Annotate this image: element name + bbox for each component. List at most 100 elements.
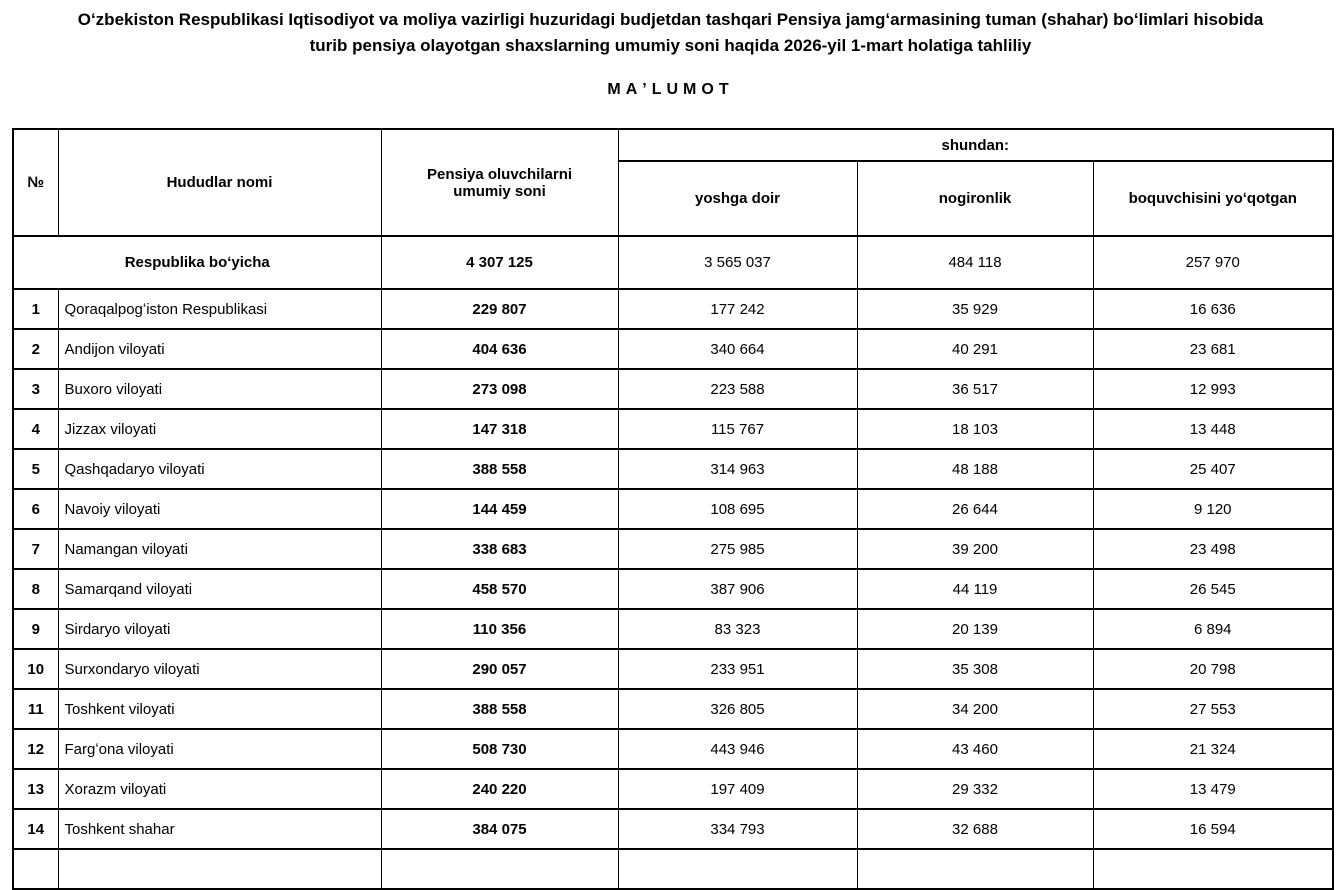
table-row: 10 Surxondaryo viloyati 290 057 233 951 … <box>12 648 1334 690</box>
table-row: 4 Jizzax viloyati 147 318 115 767 18 103… <box>12 408 1334 450</box>
row-number: 12 <box>12 728 59 770</box>
row-disability-pension: 35 308 <box>856 648 1094 690</box>
table-row: 6 Navoiy viloyati 144 459 108 695 26 644… <box>12 488 1334 530</box>
row-disability-pension: 39 200 <box>856 528 1094 570</box>
row-total-pensioners: 388 558 <box>380 688 619 730</box>
row-age-pension: 233 951 <box>617 648 858 690</box>
row-region-name: Sirdaryo viloyati <box>57 608 382 650</box>
row-age-pension: 177 242 <box>617 288 858 330</box>
row-breadwinner-pension: 9 120 <box>1092 488 1334 530</box>
row-age-pension: 108 695 <box>617 488 858 530</box>
row-disability-pension: 20 139 <box>856 608 1094 650</box>
row-region-name: Qoraqalpogʻiston Respublikasi <box>57 288 382 330</box>
row-region-name: Jizzax viloyati <box>57 408 382 450</box>
column-header-shundan: shundan: <box>617 128 1334 162</box>
table-row: 8 Samarqand viloyati 458 570 387 906 44 … <box>12 568 1334 610</box>
document-subtitle: MAʼLUMOT <box>607 81 734 98</box>
row-breadwinner-pension: 23 498 <box>1092 528 1334 570</box>
row-number: 8 <box>12 568 59 610</box>
summary-section: Respublika boʻyicha 4 307 125 3 565 037 … <box>12 235 1334 290</box>
table-row: 14 Toshkent shahar 384 075 334 793 32 68… <box>12 808 1334 850</box>
row-region-name: Xorazm viloyati <box>57 768 382 810</box>
row-total-pensioners: 458 570 <box>380 568 619 610</box>
row-region-name: Toshkent shahar <box>57 808 382 850</box>
region-rows: 1 Qoraqalpogʻiston Respublikasi 229 807 … <box>12 288 1334 850</box>
pension-data-table: № Hududlar nomi Pensiya oluvchilarni umu… <box>12 128 1334 890</box>
row-number: 14 <box>12 808 59 850</box>
row-region-name: Toshkent viloyati <box>57 688 382 730</box>
row-age-pension: 334 793 <box>617 808 858 850</box>
row-age-pension: 83 323 <box>617 608 858 650</box>
row-breadwinner-pension: 20 798 <box>1092 648 1334 690</box>
row-disability-pension: 40 291 <box>856 328 1094 370</box>
row-breadwinner-pension: 23 681 <box>1092 328 1334 370</box>
table-row: 2 Andijon viloyati 404 636 340 664 40 29… <box>12 328 1334 370</box>
summary-row: Respublika boʻyicha 4 307 125 3 565 037 … <box>12 235 1334 290</box>
row-disability-pension: 32 688 <box>856 808 1094 850</box>
row-breadwinner-pension: 25 407 <box>1092 448 1334 490</box>
row-total-pensioners: 404 636 <box>380 328 619 370</box>
summary-age: 3 565 037 <box>617 235 858 290</box>
row-region-name: Namangan viloyati <box>57 528 382 570</box>
row-total-pensioners: 388 558 <box>380 448 619 490</box>
document-title-line-2: turib pensiya olayotgan shaxslarning umu… <box>309 36 1032 55</box>
row-disability-pension: 18 103 <box>856 408 1094 450</box>
row-total-pensioners: 384 075 <box>380 808 619 850</box>
row-number: 10 <box>12 648 59 690</box>
row-total-pensioners: 273 098 <box>380 368 619 410</box>
table-header: № Hududlar nomi Pensiya oluvchilarni umu… <box>12 128 1334 237</box>
row-number: 2 <box>12 328 59 370</box>
summary-total: 4 307 125 <box>380 235 619 290</box>
row-total-pensioners: 240 220 <box>380 768 619 810</box>
row-region-name: Andijon viloyati <box>57 328 382 370</box>
document-title: Oʻzbekiston Respublikasi Iqtisodiyot va … <box>8 7 1333 59</box>
column-header-total: Pensiya oluvchilarni umumiy soni <box>380 128 619 237</box>
row-breadwinner-pension: 12 993 <box>1092 368 1334 410</box>
column-header-breadwinner: boquvchisini yoʻqotgan <box>1092 160 1334 237</box>
clipped-section <box>12 848 1334 890</box>
document-title-line-1: Oʻzbekiston Respublikasi Iqtisodiyot va … <box>77 10 1264 29</box>
row-total-pensioners: 229 807 <box>380 288 619 330</box>
table-row: 9 Sirdaryo viloyati 110 356 83 323 20 13… <box>12 608 1334 650</box>
column-header-region: Hududlar nomi <box>57 128 382 237</box>
row-age-pension: 340 664 <box>617 328 858 370</box>
row-region-name: Buxoro viloyati <box>57 368 382 410</box>
row-breadwinner-pension: 26 545 <box>1092 568 1334 610</box>
row-age-pension: 326 805 <box>617 688 858 730</box>
table-row: 5 Qashqadaryo viloyati 388 558 314 963 4… <box>12 448 1334 490</box>
row-age-pension: 223 588 <box>617 368 858 410</box>
row-total-pensioners: 144 459 <box>380 488 619 530</box>
table-row: 7 Namangan viloyati 338 683 275 985 39 2… <box>12 528 1334 570</box>
row-breadwinner-pension: 13 448 <box>1092 408 1334 450</box>
row-age-pension: 387 906 <box>617 568 858 610</box>
column-header-age: yoshga doir <box>617 160 858 237</box>
row-number: 7 <box>12 528 59 570</box>
row-number: 5 <box>12 448 59 490</box>
table-row: 3 Buxoro viloyati 273 098 223 588 36 517… <box>12 368 1334 410</box>
column-header-disability: nogironlik <box>856 160 1094 237</box>
row-region-name: Navoiy viloyati <box>57 488 382 530</box>
column-header-num: № <box>12 128 59 237</box>
row-age-pension: 314 963 <box>617 448 858 490</box>
row-age-pension: 443 946 <box>617 728 858 770</box>
row-total-pensioners: 338 683 <box>380 528 619 570</box>
row-disability-pension: 34 200 <box>856 688 1094 730</box>
table-row: 1 Qoraqalpogʻiston Respublikasi 229 807 … <box>12 288 1334 330</box>
row-number: 11 <box>12 688 59 730</box>
row-breadwinner-pension: 6 894 <box>1092 608 1334 650</box>
row-number: 6 <box>12 488 59 530</box>
table-row: 11 Toshkent viloyati 388 558 326 805 34 … <box>12 688 1334 730</box>
row-region-name: Qashqadaryo viloyati <box>57 448 382 490</box>
row-breadwinner-pension: 16 636 <box>1092 288 1334 330</box>
row-breadwinner-pension: 27 553 <box>1092 688 1334 730</box>
row-age-pension: 115 767 <box>617 408 858 450</box>
row-disability-pension: 29 332 <box>856 768 1094 810</box>
row-age-pension: 197 409 <box>617 768 858 810</box>
row-total-pensioners: 290 057 <box>380 648 619 690</box>
row-number: 9 <box>12 608 59 650</box>
row-total-pensioners: 508 730 <box>380 728 619 770</box>
row-number: 1 <box>12 288 59 330</box>
row-breadwinner-pension: 21 324 <box>1092 728 1334 770</box>
row-number: 13 <box>12 768 59 810</box>
table-row: 13 Xorazm viloyati 240 220 197 409 29 33… <box>12 768 1334 810</box>
